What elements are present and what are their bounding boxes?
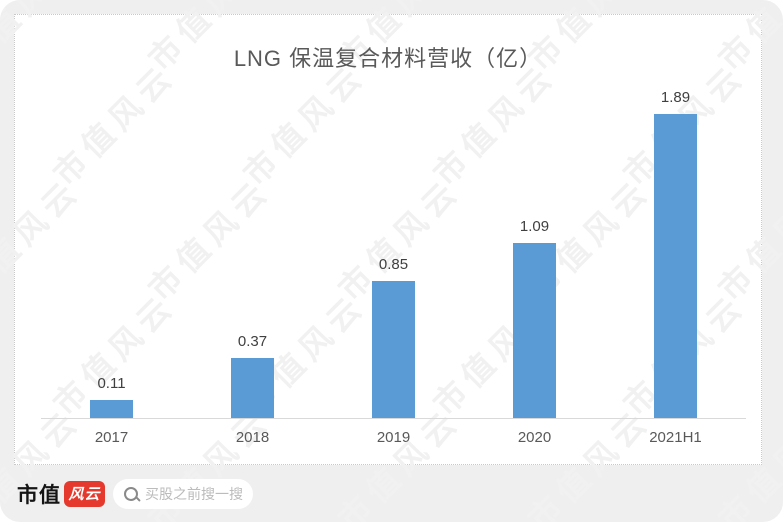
bar-2021H1 [654,114,697,418]
x-axis-label: 2019 [376,429,411,446]
bar-slot-2021H1: 1.89 [605,89,746,418]
x-axis-label: 2020 [517,429,552,446]
search-icon [124,486,138,501]
footer-bar: 市值 风云 [0,465,783,522]
bar-value-label: 0.85 [378,256,409,273]
brand-badge: 风云 [64,480,105,507]
bar-slot-2020: 1.09 [464,105,605,418]
brand-logo: 市值 风云 [17,479,105,509]
bar-2019 [372,281,415,418]
bar-value-label: 0.11 [97,375,126,392]
search-bar[interactable] [113,478,253,509]
bar-slot-2019: 0.85 [323,105,464,418]
bar-value-label: 1.89 [660,89,691,106]
x-axis-labels: 2017 2018 2019 2020 2021H1 [41,429,746,446]
chart-card: LNG 保温复合材料营收（亿） 0.11 0.37 0.85 1.09 1.89 201… [14,14,762,465]
x-axis-label: 2017 [94,429,129,446]
bar-value-label: 1.09 [519,218,550,235]
bar-slot-2018: 0.37 [182,105,323,418]
search-input[interactable] [145,485,250,502]
bar-value-label: 0.37 [237,333,268,350]
bar-2017 [90,400,133,418]
bar-chart-plot-area: 0.11 0.37 0.85 1.09 1.89 [41,89,746,419]
bar-2018 [231,358,274,418]
x-axis-label: 2021H1 [649,429,702,446]
x-axis-label: 2018 [235,429,270,446]
chart-title: LNG 保温复合材料营收（亿） [233,46,543,71]
brand-text: 市值 [17,483,61,507]
bar-slot-2017: 0.11 [41,105,182,418]
bar-2020 [513,243,556,418]
